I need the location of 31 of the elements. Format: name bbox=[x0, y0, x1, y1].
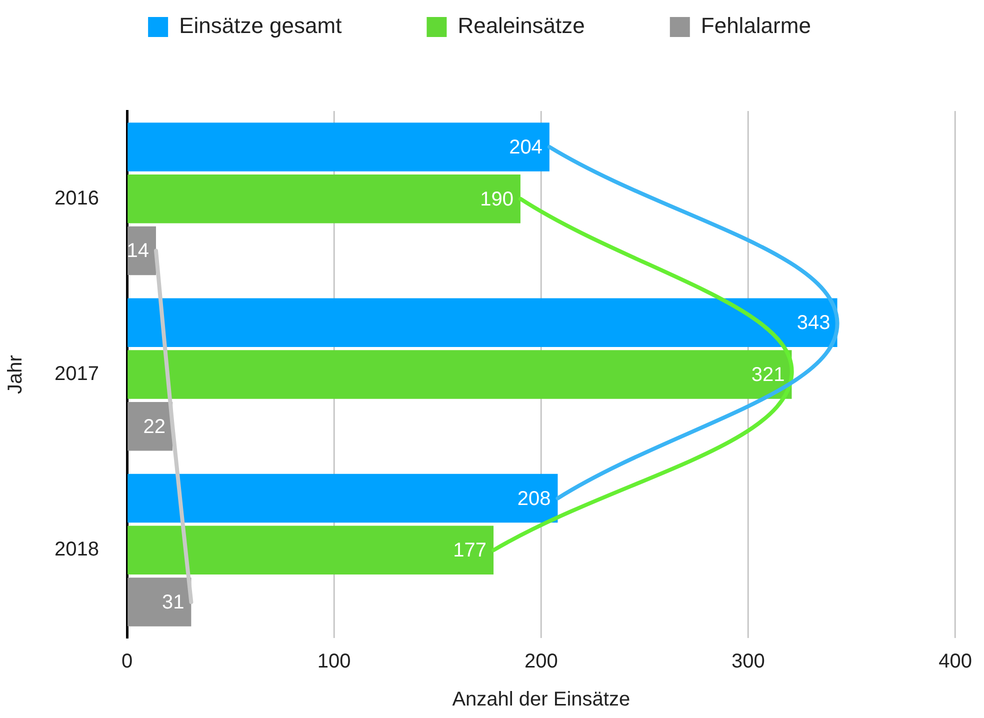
data-label: 190 bbox=[480, 188, 514, 210]
bar bbox=[128, 526, 494, 575]
y-tick-label: 2016 bbox=[54, 187, 99, 210]
x-tick-label: 400 bbox=[938, 650, 972, 673]
bar bbox=[128, 578, 192, 626]
x-tick-label: 100 bbox=[317, 650, 351, 673]
legend-label: Realeinsätze bbox=[458, 13, 585, 38]
data-label: 22 bbox=[143, 416, 166, 438]
bar bbox=[128, 122, 550, 172]
legend-label: Fehlalarme bbox=[700, 13, 811, 38]
x-tick-label: 300 bbox=[732, 650, 765, 673]
data-label: 321 bbox=[751, 364, 785, 386]
bar bbox=[128, 174, 520, 224]
data-label: 208 bbox=[517, 488, 551, 510]
y-axis-title: Jahr bbox=[4, 354, 27, 394]
x-tick-label: 200 bbox=[524, 650, 558, 673]
bar bbox=[128, 350, 792, 399]
data-label: 31 bbox=[162, 592, 184, 614]
data-label: 204 bbox=[509, 136, 542, 158]
x-axis-title: Anzahl der Einsätze bbox=[452, 688, 630, 711]
data-label: 343 bbox=[796, 312, 830, 334]
bar bbox=[128, 474, 558, 523]
y-tick-label: 2017 bbox=[54, 363, 99, 386]
bar bbox=[128, 298, 838, 348]
bar bbox=[128, 226, 156, 276]
legend-label: Einsätze gesamt bbox=[179, 13, 342, 38]
bar bbox=[128, 402, 173, 451]
data-label: 177 bbox=[453, 540, 487, 562]
y-tick-label: 2018 bbox=[54, 538, 99, 561]
x-tick-label: 0 bbox=[121, 650, 133, 673]
data-label: 14 bbox=[126, 240, 149, 262]
